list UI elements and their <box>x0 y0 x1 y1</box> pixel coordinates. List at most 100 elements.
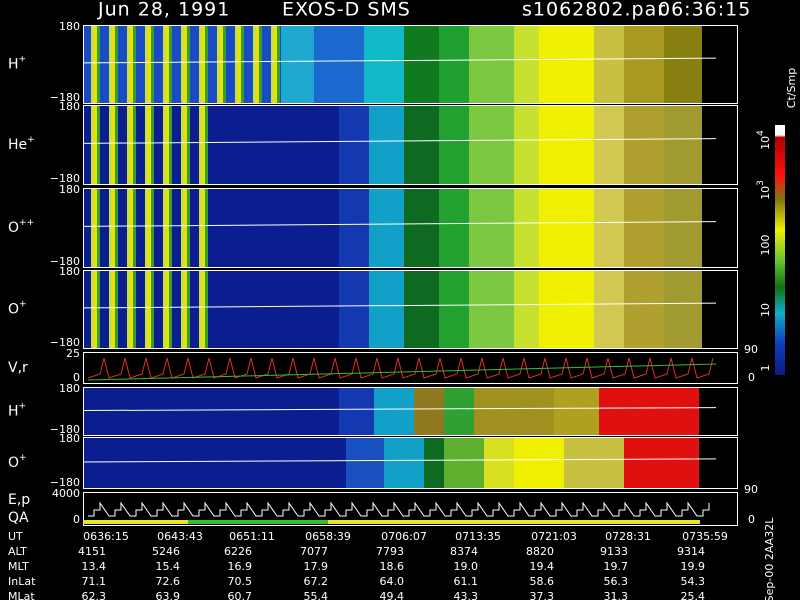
cell: 0735:59 <box>682 530 728 543</box>
spectrogram-panel <box>83 387 738 436</box>
row-label: ALT <box>8 545 27 558</box>
y-tick-label: 180 <box>59 183 80 196</box>
panel-label-sup: + <box>27 135 35 145</box>
cell: 6226 <box>224 545 252 558</box>
y-tick-label: 180 <box>59 100 80 113</box>
spectrogram-panel <box>83 188 738 268</box>
cell: 64.0 <box>380 575 405 588</box>
cell: 0728:31 <box>605 530 651 543</box>
velocity-baseline <box>87 363 717 381</box>
colorbar-label-base: 10 <box>759 136 772 150</box>
panel-label: H+ <box>8 54 26 73</box>
y2-tick-label: 0 <box>748 371 755 384</box>
y-tick-label: 25 <box>66 347 80 360</box>
panel-label-sup: + <box>19 299 27 309</box>
cell: 63.9 <box>156 590 181 600</box>
panel-label: QA <box>8 510 29 526</box>
cell: 7793 <box>376 545 404 558</box>
y-tick-label: −180 <box>50 476 80 489</box>
cell: 8820 <box>526 545 554 558</box>
cell: 19.7 <box>604 560 629 573</box>
cell: 8374 <box>450 545 478 558</box>
row-label: MLT <box>8 560 29 573</box>
panel-label-base: V,r <box>8 360 28 376</box>
y-tick-label: −180 <box>50 172 80 185</box>
panel-label: H+ <box>8 401 26 420</box>
y-tick-label: 0 <box>73 513 80 526</box>
trace-line <box>82 302 717 309</box>
cell: 60.7 <box>228 590 253 600</box>
y-tick-label: 180 <box>59 382 80 395</box>
trace-line <box>82 221 717 227</box>
panel-label: He+ <box>8 135 35 154</box>
y-tick-label: 4000 <box>52 487 80 500</box>
cell: 67.2 <box>304 575 329 588</box>
cell: 9314 <box>677 545 705 558</box>
panel-label-base: He <box>8 137 27 153</box>
cell: 9133 <box>600 545 628 558</box>
spectrogram-panel <box>83 105 738 185</box>
panel-label: O++ <box>8 218 34 237</box>
row-label: InLat <box>8 575 36 588</box>
cell: 0651:11 <box>229 530 275 543</box>
y-tick-label: 180 <box>59 265 80 278</box>
colorbar-label: 103 <box>756 180 773 200</box>
spectrogram-panel <box>83 437 738 489</box>
cell: 31.3 <box>604 590 629 600</box>
panel-label: V,r <box>8 360 28 376</box>
y-tick-label: −180 <box>50 91 80 104</box>
cell: 72.6 <box>156 575 181 588</box>
title-time: 06:36:15 <box>658 0 751 21</box>
colorbar-label: 1 <box>759 365 772 372</box>
panel-label-sup: ++ <box>19 218 34 228</box>
title-instrument: EXOS-D SMS <box>282 0 411 21</box>
cell: 16.9 <box>228 560 253 573</box>
spectrogram-panel <box>83 25 738 104</box>
colorbar-unit: Ct/Smp <box>785 68 798 108</box>
colorbar-label-base: 100 <box>759 235 772 256</box>
cell: 18.6 <box>380 560 405 573</box>
y-tick-label: 180 <box>59 432 80 445</box>
cell: 0658:39 <box>305 530 351 543</box>
panel-label-sup: + <box>19 401 27 411</box>
colorbar-label: 100 <box>759 235 772 256</box>
qa-bar <box>83 520 188 524</box>
spectrogram-panel <box>83 270 738 349</box>
cell: 19.0 <box>454 560 479 573</box>
cell: 70.5 <box>228 575 253 588</box>
colorbar-label-sup: 4 <box>756 130 766 136</box>
cell: 55.4 <box>304 590 329 600</box>
colorbar-label-sup: 3 <box>756 180 766 186</box>
y2-tick-label: 0 <box>748 513 755 526</box>
y-tick-label: −180 <box>50 336 80 349</box>
panel-label: O+ <box>8 453 27 472</box>
row-label: MLat <box>8 590 35 600</box>
colorbar-label-base: 1 <box>759 365 772 372</box>
cell: 61.1 <box>454 575 479 588</box>
y2-tick-label: 90 <box>744 483 758 496</box>
y2-tick-label: 90 <box>744 343 758 356</box>
y-tick-label: −180 <box>50 255 80 268</box>
energy-trace <box>88 501 710 517</box>
cell: 0713:35 <box>455 530 501 543</box>
trace-line <box>82 407 717 412</box>
cell: 15.4 <box>156 560 181 573</box>
cell: 17.9 <box>304 560 329 573</box>
footer-code: Sep-00 2AA32L <box>763 517 776 600</box>
trace-line <box>82 57 717 64</box>
spectrogram-panel <box>83 352 738 384</box>
cell: 7077 <box>300 545 328 558</box>
qa-bar <box>328 520 700 524</box>
qa-bar <box>188 520 328 524</box>
y-tick-label: 180 <box>59 20 80 33</box>
panel-label-sup: + <box>19 453 27 463</box>
cell: 0636:15 <box>83 530 129 543</box>
panel-label: E,p <box>8 492 30 508</box>
cell: 56.3 <box>604 575 629 588</box>
cell: 19.4 <box>530 560 555 573</box>
y-tick-label: −180 <box>50 423 80 436</box>
panel-label-base: O <box>8 220 19 236</box>
colorbar-label-base: 10 <box>759 186 772 200</box>
colorbar-label: 104 <box>756 130 773 150</box>
